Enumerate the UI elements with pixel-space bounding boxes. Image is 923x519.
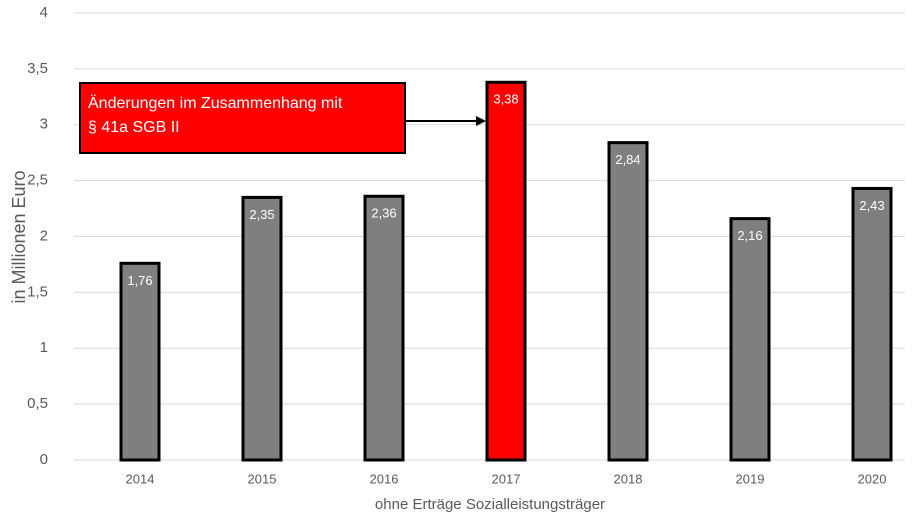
y-tick-label: 2,5 — [27, 172, 48, 189]
bar — [119, 261, 161, 462]
x-tick-label: 2014 — [126, 471, 155, 486]
x-tick-label: 2015 — [248, 471, 277, 486]
bar — [363, 194, 405, 462]
x-tick-label: 2019 — [736, 471, 765, 486]
annotation-text: § 41a SGB II — [88, 119, 180, 136]
data-label: 2,35 — [249, 207, 274, 222]
bar — [729, 217, 771, 462]
x-tick-label: 2016 — [370, 471, 399, 486]
y-tick-label: 1,5 — [27, 283, 48, 300]
x-axis-label: ohne Erträge Sozialleistungsträger — [375, 496, 605, 513]
data-label: 2,36 — [371, 206, 396, 221]
bar — [241, 195, 283, 462]
x-tick-label: 2018 — [614, 471, 643, 486]
y-tick-label: 2 — [40, 227, 48, 244]
annotation-text: Änderungen im Zusammenhang mit — [88, 94, 343, 112]
y-tick-label: 3,5 — [27, 60, 48, 77]
data-label: 3,38 — [493, 92, 518, 107]
y-tick-label: 0 — [40, 451, 48, 468]
x-tick-label: 2020 — [858, 471, 887, 486]
bar — [485, 80, 527, 462]
bar — [851, 186, 893, 462]
y-tick-label: 3 — [40, 116, 48, 133]
x-tick-label: 2017 — [492, 471, 521, 486]
y-axis-label: in Millionen Euro — [9, 170, 29, 303]
y-tick-label: 1 — [40, 339, 48, 356]
data-label: 2,84 — [615, 152, 640, 167]
y-tick-label: 0,5 — [27, 395, 48, 412]
annotation-box — [79, 82, 406, 154]
data-label: 2,16 — [737, 228, 762, 243]
y-tick-label: 4 — [40, 4, 48, 21]
data-label: 2,43 — [859, 198, 884, 213]
data-label: 1,76 — [127, 273, 152, 288]
arrow-head — [476, 116, 486, 126]
bar — [607, 141, 649, 462]
